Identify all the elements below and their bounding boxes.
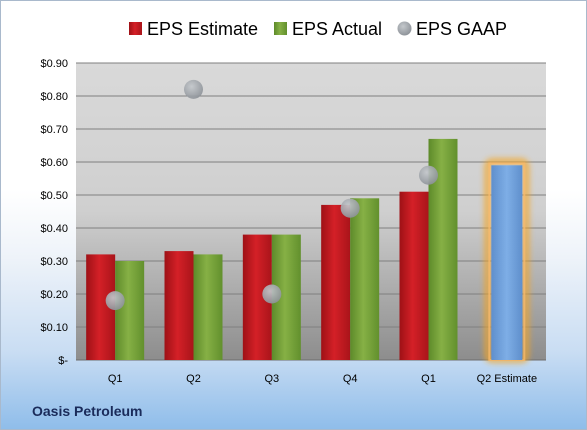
bar-q2-estimate	[491, 165, 523, 360]
bar-eps-estimate	[321, 204, 351, 360]
point-eps-gaap	[262, 284, 282, 304]
point-eps-gaap	[105, 291, 125, 311]
x-tick-label: Q1	[421, 373, 436, 385]
x-axis-ticks: Q1 Q2 Q3 Q4 Q1 Q2 Estimate	[108, 373, 537, 385]
legend-label: EPS GAAP	[416, 19, 507, 39]
bar-eps-actual	[115, 261, 145, 360]
y-tick-label: $0.90	[40, 58, 68, 70]
bar-eps-actual	[350, 198, 380, 360]
y-tick-label: $0.30	[40, 256, 68, 268]
y-tick-label: $0.40	[40, 223, 68, 235]
y-tick-label: $0.50	[40, 190, 68, 202]
x-tick-label: Q3	[264, 373, 279, 385]
x-tick-label: Q2	[186, 373, 201, 385]
legend-label: EPS Actual	[292, 19, 382, 39]
gaap-points	[105, 79, 438, 311]
y-tick-label: $0.10	[40, 322, 68, 334]
bar-eps-estimate	[399, 191, 429, 360]
point-eps-gaap	[419, 165, 438, 185]
x-tick-label: Q1	[108, 373, 123, 385]
y-tick-label: $0.20	[40, 289, 68, 301]
y-tick-label: $0.80	[40, 91, 68, 103]
x-tick-label: Q2 Estimate	[477, 373, 538, 385]
point-eps-gaap	[340, 198, 360, 218]
y-tick-label: $-	[58, 355, 68, 367]
y-axis-ticks: $- $0.10 $0.20 $0.30 $0.40 $0.50 $0.60 $0.70 $0.…	[40, 58, 68, 367]
legend-swatch	[129, 22, 142, 35]
plot-area	[76, 63, 546, 360]
x-tick-label: Q4	[343, 373, 358, 385]
legend-swatch	[397, 21, 412, 36]
gridlines	[76, 62, 546, 361]
point-eps-gaap	[184, 79, 203, 99]
y-tick-label: $0.60	[40, 157, 68, 169]
legend: EPS Estimate EPS Actual EPS GAAP	[129, 19, 507, 39]
legend-label: EPS Estimate	[147, 19, 258, 39]
y-tick-label: $0.70	[40, 124, 68, 136]
bar-eps-estimate	[164, 251, 194, 360]
company-name: Oasis Petroleum	[32, 403, 143, 419]
legend-swatch	[274, 22, 287, 35]
bar-eps-actual	[193, 254, 223, 360]
